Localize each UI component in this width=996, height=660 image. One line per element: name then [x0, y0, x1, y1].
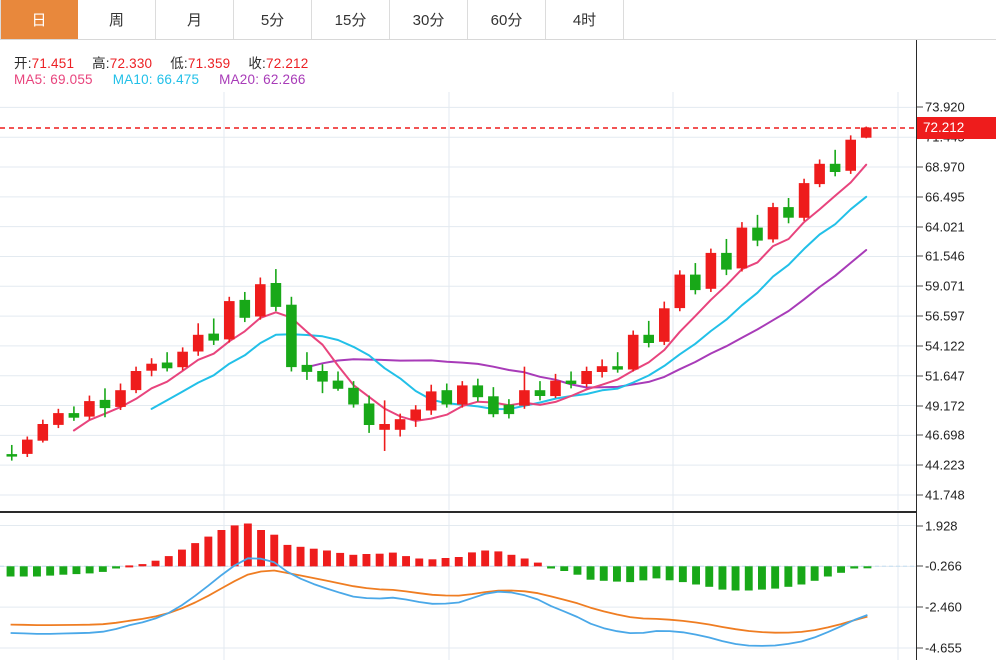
- price-axis-tick-label: 44.223: [925, 457, 965, 473]
- price-axis-tick-label: 64.021: [925, 219, 965, 235]
- tab-label: 4时: [572, 12, 597, 29]
- price-axis: 73.92071.44568.97066.49564.02161.54659.0…: [917, 92, 996, 510]
- tab-label: 15分: [334, 12, 367, 29]
- axis-tick-mark: [917, 494, 923, 496]
- high-label: 高:: [92, 56, 110, 71]
- open-label: 开:: [14, 56, 32, 71]
- price-candlestick-plot: [0, 92, 916, 510]
- low-label: 低:: [170, 56, 188, 71]
- axis-tick-mark: [917, 285, 923, 287]
- pane-divider: [0, 511, 916, 513]
- price-axis-divider: [916, 40, 917, 660]
- tab-15min[interactable]: 15分: [312, 0, 390, 39]
- axis-tick-mark: [917, 565, 923, 567]
- ma20-value: 62.266: [263, 72, 306, 87]
- axis-tick-mark: [917, 255, 923, 257]
- macd-axis-tick-label: -0.266: [925, 558, 962, 574]
- axis-tick-mark: [917, 647, 923, 649]
- close-label: 收:: [248, 56, 266, 71]
- price-axis-tick-label: 61.546: [925, 248, 965, 264]
- axis-tick-mark: [917, 345, 923, 347]
- tab-label: 30分: [412, 12, 445, 29]
- timeframe-tabbar: 日 周 月 5分 15分 30分 60分 4时: [0, 0, 996, 40]
- tab-30min[interactable]: 30分: [390, 0, 468, 39]
- price-axis-tick-label: 41.748: [925, 487, 965, 503]
- tab-60min[interactable]: 60分: [468, 0, 546, 39]
- current-price-badge: 72.212: [917, 116, 996, 139]
- tabbar-filler: [624, 0, 996, 39]
- axis-tick-mark: [917, 196, 923, 198]
- axis-tick-mark: [917, 106, 923, 108]
- price-axis-tick-label: 51.647: [925, 368, 965, 384]
- tab-label: 5分: [260, 12, 285, 29]
- ma10-label: MA10:: [112, 72, 153, 87]
- price-axis-tick-label: 56.597: [925, 308, 965, 324]
- macd-axis-tick-label: -4.655: [925, 640, 962, 656]
- price-axis-tick-label: 54.122: [925, 338, 965, 354]
- tab-day[interactable]: 日: [0, 0, 78, 39]
- axis-tick-mark: [917, 434, 923, 436]
- tab-5min[interactable]: 5分: [234, 0, 312, 39]
- price-axis-tick-label: 66.495: [925, 189, 965, 205]
- price-axis-tick-label: 68.970: [925, 159, 965, 175]
- low-value: 71.359: [187, 56, 231, 71]
- macd-axis-tick-label: -2.460: [925, 599, 962, 615]
- close-value: 72.212: [265, 56, 309, 71]
- ma5-label: MA5:: [14, 72, 47, 87]
- tab-label: 月: [186, 12, 202, 29]
- macd-axis-tick-label: 1.928: [925, 518, 958, 533]
- macd-chart-pane[interactable]: [0, 513, 916, 660]
- axis-tick-mark: [917, 375, 923, 377]
- axis-tick-mark: [917, 525, 923, 526]
- open-value: 71.451: [31, 56, 75, 71]
- price-axis-tick-label: 49.172: [925, 398, 965, 414]
- ma-legend: MA5: 69.055 MA10: 66.475 MA20: 62.266: [14, 72, 322, 87]
- tab-label: 日: [31, 12, 47, 29]
- price-chart-pane[interactable]: [0, 92, 916, 510]
- ohlc-legend: 开:71.451 高:72.330 低:71.359 收:72.212: [14, 52, 322, 72]
- axis-tick-mark: [917, 606, 923, 608]
- axis-tick-mark: [917, 226, 923, 228]
- tab-4hour[interactable]: 4时: [546, 0, 624, 39]
- price-axis-tick-label: 59.071: [925, 278, 965, 294]
- macd-plot: [0, 513, 916, 660]
- tab-label: 60分: [490, 12, 523, 29]
- axis-tick-mark: [917, 464, 923, 466]
- axis-tick-mark: [917, 405, 923, 407]
- tab-label: 周: [108, 12, 124, 29]
- axis-tick-mark: [917, 166, 923, 168]
- high-value: 72.330: [109, 56, 153, 71]
- ma20-label: MA20:: [219, 72, 260, 87]
- ma10-value: 66.475: [156, 72, 200, 87]
- ma5-value: 69.055: [50, 72, 93, 87]
- tab-week[interactable]: 周: [78, 0, 156, 39]
- price-axis-tick-label: 73.920: [925, 99, 965, 115]
- tab-month[interactable]: 月: [156, 0, 234, 39]
- price-axis-tick-label: 46.698: [925, 427, 965, 443]
- axis-tick-mark: [917, 315, 923, 317]
- macd-axis: 1.928 -0.266 -2.460 -4.655: [917, 513, 996, 660]
